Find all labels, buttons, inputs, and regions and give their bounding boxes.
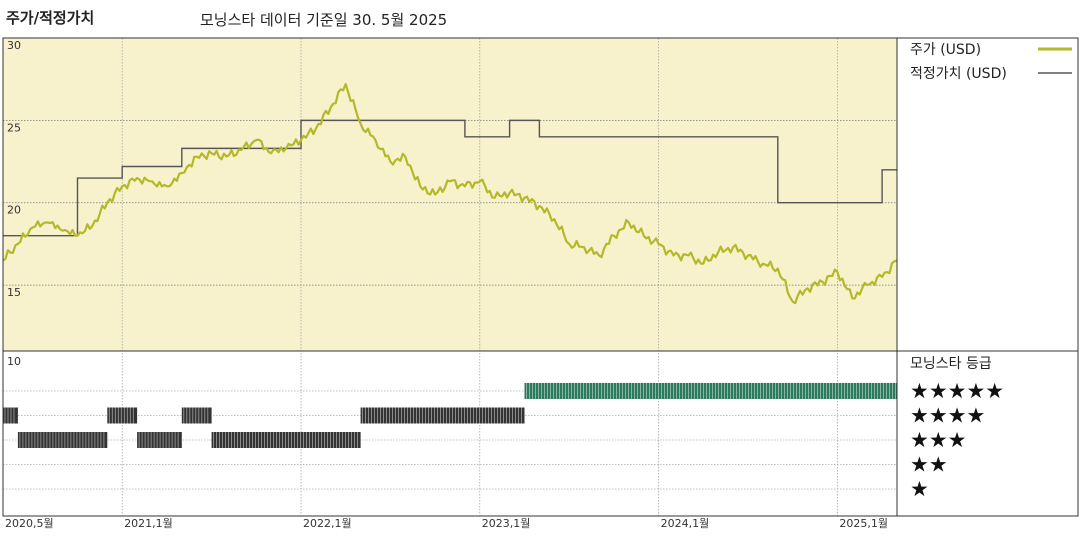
legend-star-row: ★★★: [910, 428, 966, 452]
y-tick-label: 20: [7, 204, 21, 217]
rating-axis-label: 10: [7, 355, 21, 368]
rating-bar-4-star: [181, 407, 212, 424]
price-line: [2, 83, 898, 305]
legend-star-row: ★★★★: [910, 404, 985, 428]
rating-bar-fill: [17, 432, 108, 448]
chart-title: 주가/적정가치: [6, 9, 95, 27]
y-tick-label: 30: [7, 39, 21, 52]
rating-bar-3-star: [17, 432, 108, 448]
x-tick-label: 2024,1월: [661, 517, 710, 530]
rating-history: [3, 383, 897, 448]
x-tick-label: 2025,1월: [839, 517, 888, 530]
fair-value-line: [3, 119, 897, 237]
rating-bar-3-star: [137, 432, 182, 448]
rating-bar-fill: [524, 383, 897, 399]
legend-star-row: ★★★★★: [910, 379, 1004, 403]
rating-bar-fill: [107, 407, 138, 424]
legend-star-ratings: ★★★★★★★★★★★★★★★: [910, 379, 1004, 501]
chart-frame: [2, 37, 1079, 517]
y-tick-label: 25: [7, 121, 21, 134]
rating-bar-4-star: [360, 407, 525, 424]
rating-bar-fill: [360, 407, 525, 424]
legend-price-label: 주가 (USD): [910, 42, 981, 58]
rating-bar-4-star: [3, 407, 18, 424]
legend-star-row: ★: [910, 477, 929, 501]
rating-bar-fill: [211, 432, 361, 448]
legend-star-row: ★★: [910, 453, 948, 477]
chart-subtitle: 모닝스타 데이터 기준일 30. 5월 2025: [200, 11, 448, 29]
x-axis-ticks: 2020,5월 2021,1월 2022,1월 2023,1월 2024,1월 2025,…: [5, 517, 888, 530]
x-tick-label: 2022,1월: [303, 517, 352, 530]
x-tick-label: 2020,5월: [5, 517, 54, 530]
rating-bar-5-star: [524, 383, 897, 399]
y-tick-label: 15: [7, 286, 21, 299]
rating-bar-fill: [181, 407, 212, 424]
outer-border: [2, 37, 1079, 517]
legend-rating-title: 모닝스타 등급: [910, 356, 992, 372]
x-tick-label: 2021,1월: [124, 517, 173, 530]
legend-fair-value-label: 적정가치 (USD): [910, 66, 1007, 82]
rating-bar-3-star: [211, 432, 361, 448]
rating-bar-4-star: [107, 407, 138, 424]
y-axis-ticks: 15 20 25 30 10: [7, 39, 21, 368]
plot-background: [3, 38, 897, 351]
x-tick-label: 2023,1월: [482, 517, 531, 530]
